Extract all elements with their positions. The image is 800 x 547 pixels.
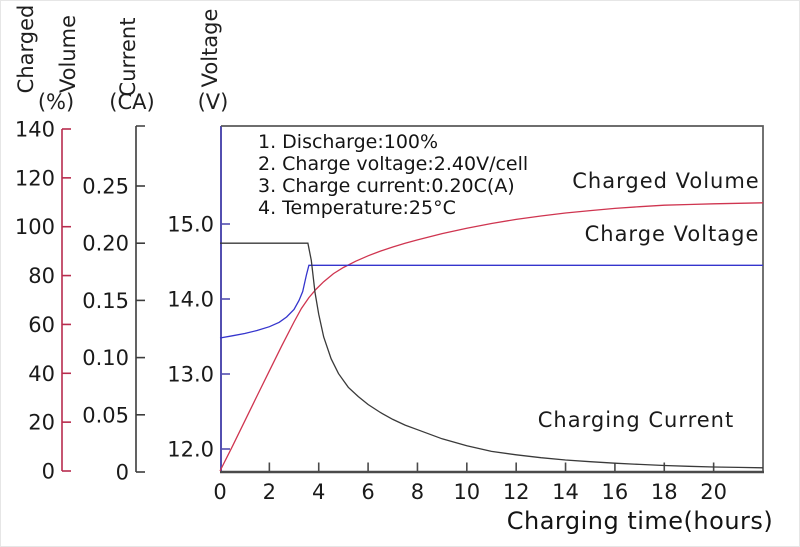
data-curves [219, 202, 764, 472]
volume-tick-label: 0 [42, 460, 55, 484]
annotation-line-1: 1. Discharge:100% [258, 131, 439, 153]
time-tick-label: 0 [213, 480, 226, 504]
current-axis-title: Current [116, 17, 140, 97]
voltage-tick-label: 12.0 [167, 438, 214, 462]
volume-axis-unit: (%) [37, 90, 75, 114]
volume-tick-label: 40 [28, 362, 55, 386]
time-tick-label: 8 [411, 480, 424, 504]
annotation-line-3: 3. Charge current:0.20C(A) [258, 175, 515, 197]
volume-axis-title-line1: Charged [14, 4, 38, 94]
charge-voltage-curve [219, 264, 763, 339]
charging-current-curve [220, 242, 764, 469]
test-conditions-annotation: 1. Discharge:100% 2. Charge voltage:2.40… [258, 131, 528, 219]
current-tick-label: 0.20 [82, 232, 129, 256]
annotation-line-4: 4. Temperature:25°C [258, 197, 456, 219]
current-tick-label: 0.10 [82, 346, 129, 370]
annotation-line-2: 2. Charge voltage:2.40V/cell [258, 153, 529, 175]
voltage-axis-title: Voltage [198, 8, 222, 88]
time-tick-label: 10 [453, 480, 480, 504]
charging-current-curve-label: Charging Current [537, 408, 735, 432]
x-axis-title: Charging time(hours) [506, 507, 774, 535]
volume-axis-title-line2: Volume [56, 14, 80, 94]
time-tick-label: 20 [700, 480, 727, 504]
time-tick-label: 18 [651, 480, 678, 504]
volume-tick-label: 140 [15, 118, 55, 142]
current-axis-unit: (CA) [109, 90, 155, 114]
tick-marks-and-labels: 02040608010012014000.050.100.150.200.251… [15, 118, 727, 505]
current-tick-label: 0.25 [82, 175, 129, 199]
time-tick-label: 12 [503, 480, 530, 504]
voltage-tick-label: 15.0 [167, 213, 214, 237]
time-tick-label: 16 [602, 480, 629, 504]
volume-tick-label: 20 [28, 411, 55, 435]
time-tick-label: 4 [312, 480, 325, 504]
volume-tick-label: 80 [28, 264, 55, 288]
time-tick-label: 6 [361, 480, 374, 504]
voltage-tick-label: 14.0 [167, 288, 214, 312]
current-tick-label: 0.05 [82, 403, 129, 427]
plot-border-top-right [221, 125, 764, 471]
voltage-axis-unit: (V) [197, 90, 229, 114]
volume-tick-label: 60 [28, 313, 55, 337]
charged-volume-curve [219, 202, 764, 472]
volume-tick-label: 100 [15, 215, 55, 239]
current-axis-line [135, 125, 145, 472]
charge-voltage-curve-label: Charge Voltage [584, 222, 760, 246]
voltage-tick-label: 13.0 [167, 363, 214, 387]
charged-volume-curve-label: Charged Volume [572, 169, 760, 193]
volume-tick-label: 120 [15, 166, 55, 190]
current-tick-label: 0.15 [82, 289, 129, 313]
time-tick-label: 2 [263, 480, 276, 504]
time-tick-label: 14 [552, 480, 579, 504]
current-tick-label: 0 [116, 461, 129, 485]
